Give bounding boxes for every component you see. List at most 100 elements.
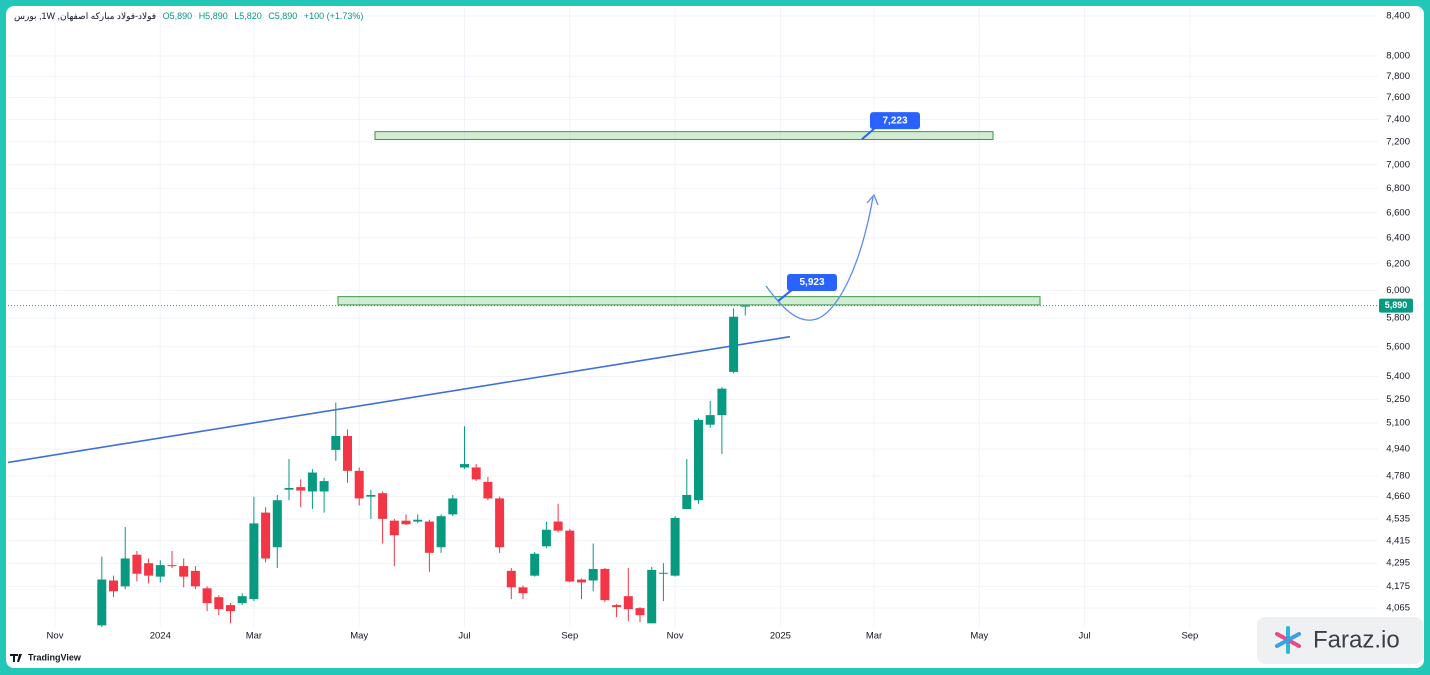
candle-body <box>506 570 516 588</box>
candle <box>506 567 516 600</box>
candle <box>144 558 154 584</box>
candle-body <box>740 305 750 307</box>
candle <box>729 308 739 374</box>
x-tick-label: Mar <box>246 631 262 642</box>
candle-body <box>413 519 423 522</box>
candle <box>577 578 586 600</box>
x-tick-label: 2025 <box>770 631 791 642</box>
grid <box>8 8 1378 627</box>
candle-body <box>296 487 306 491</box>
candle <box>132 550 142 582</box>
y-tick-label: 4,940 <box>1386 444 1410 455</box>
symbol-header: فولاد-فولاد مبارکه اصفهان, 1W, بورس O5,8… <box>14 11 367 22</box>
tradingview-logo: TradingView <box>10 652 82 662</box>
candle-body <box>214 597 224 610</box>
candle <box>460 426 469 470</box>
candle <box>694 418 703 504</box>
candle <box>565 528 575 583</box>
logo-icon <box>10 654 22 662</box>
candle-body <box>436 516 446 548</box>
candle <box>226 603 235 624</box>
candle <box>413 514 423 524</box>
candle-body <box>729 316 739 372</box>
y-tick-label: 7,600 <box>1386 92 1410 103</box>
candle <box>343 429 352 483</box>
watermark: Faraz.io <box>1257 617 1423 664</box>
candle-body <box>401 520 411 525</box>
candle-body <box>132 554 142 574</box>
candle-body <box>120 558 130 587</box>
projection-curve <box>765 196 874 321</box>
x-tick-label: Jul <box>1079 631 1091 642</box>
candle <box>518 585 528 600</box>
price-change: +100 (+1.73%) <box>303 11 364 21</box>
candle <box>155 560 165 583</box>
candle-body <box>635 608 645 616</box>
candle-body <box>167 565 177 567</box>
candle <box>378 491 388 544</box>
y-tick-label: 5,800 <box>1386 313 1410 324</box>
candle <box>331 402 341 461</box>
candle-body <box>272 500 282 548</box>
candle-body <box>249 523 259 600</box>
candle-body <box>261 512 271 559</box>
candle <box>354 467 364 506</box>
y-tick-label: 4,415 <box>1386 535 1410 546</box>
candle <box>366 489 376 519</box>
candle <box>588 543 598 592</box>
candle <box>670 516 680 577</box>
y-tick-label: 5,100 <box>1386 418 1410 429</box>
chart-panel <box>6 6 1424 668</box>
candle-body <box>109 580 118 592</box>
candle <box>190 566 200 590</box>
candle <box>553 503 563 533</box>
candle <box>319 477 329 513</box>
candle-body <box>495 498 505 548</box>
candle-body <box>565 530 575 582</box>
candle-body <box>202 588 212 604</box>
candle-body <box>366 494 376 497</box>
candle <box>97 556 107 627</box>
y-tick-label: 6,200 <box>1386 258 1410 269</box>
candle <box>284 459 294 501</box>
projection-arrowhead <box>866 193 879 206</box>
candle-body <box>319 481 329 492</box>
candle-body <box>483 481 493 499</box>
price-label: 5,923 <box>799 277 824 288</box>
y-tick-label: 4,535 <box>1386 513 1410 524</box>
candle-body <box>518 587 528 594</box>
x-tick-label: May <box>970 631 988 642</box>
candle-body <box>144 563 154 576</box>
candle <box>612 604 622 618</box>
y-tick-label: 6,000 <box>1386 285 1410 296</box>
candle-body <box>612 605 622 608</box>
ohlc-open: O5,890 <box>162 11 193 21</box>
candle-body <box>541 529 551 547</box>
y-tick-label: 6,800 <box>1386 183 1410 194</box>
candle-body <box>155 565 165 577</box>
y-tick-label: 7,000 <box>1386 159 1410 170</box>
candle <box>658 563 668 602</box>
candle-body <box>424 521 434 553</box>
x-tick-label: Mar <box>866 631 882 642</box>
platform-name: TradingView <box>28 652 82 662</box>
x-tick-label: Sep <box>561 631 578 642</box>
y-tick-label: 4,175 <box>1386 581 1410 592</box>
candle <box>705 400 715 428</box>
candle-body <box>389 520 399 536</box>
x-tick-label: Jul <box>458 631 470 642</box>
y-tick-label: 8,400 <box>1386 11 1410 22</box>
candle-body <box>343 435 352 471</box>
y-tick-label: 7,400 <box>1386 114 1410 125</box>
candle <box>167 550 177 568</box>
candle-body <box>190 570 200 587</box>
candle-body <box>237 596 247 604</box>
candle-body <box>588 568 598 581</box>
ohlc-low: L5,820 <box>234 11 262 21</box>
last-price-label: 5,890 <box>1385 300 1408 310</box>
y-tick-label: 4,780 <box>1386 470 1410 481</box>
y-tick-label: 6,600 <box>1386 207 1410 218</box>
y-tick-label: 5,400 <box>1386 371 1410 382</box>
candle <box>272 494 282 568</box>
